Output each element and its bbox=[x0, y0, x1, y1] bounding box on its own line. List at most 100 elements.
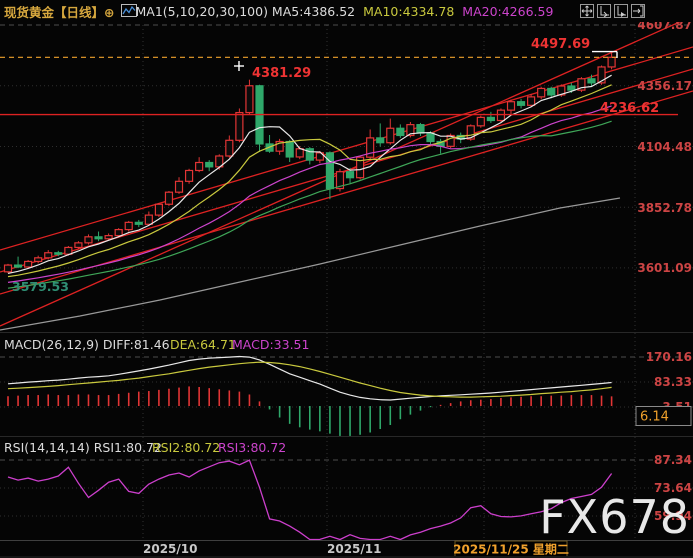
candle-body bbox=[275, 140, 284, 152]
candle-body bbox=[506, 101, 516, 111]
rsi2-label: RSI2:80.72 bbox=[152, 440, 220, 455]
candle-body bbox=[225, 139, 234, 157]
chart-canvas[interactable]: 4607.87 4356.17 4104.48 3852.78 3601.09 … bbox=[0, 22, 693, 558]
x-axis-auto-icon[interactable] bbox=[614, 4, 628, 18]
candle-body bbox=[607, 56, 616, 68]
main-y-label-4: 3601.09 bbox=[637, 261, 692, 275]
x-axis-adjust-icon[interactable] bbox=[597, 4, 611, 18]
candle-body bbox=[516, 101, 526, 106]
ma20-label: MA20:4266.59 bbox=[462, 3, 554, 19]
candle-body bbox=[567, 85, 576, 91]
month-label-oct: 2025/10 bbox=[143, 542, 197, 556]
candle-body bbox=[184, 169, 194, 182]
candle-body bbox=[486, 116, 495, 122]
candle-body bbox=[245, 85, 254, 114]
candle-body bbox=[84, 236, 93, 244]
bottom-strip bbox=[0, 556, 693, 558]
candle-body bbox=[587, 78, 596, 84]
candle-body bbox=[305, 148, 314, 161]
pan-tool-icon[interactable] bbox=[580, 4, 594, 18]
ma20-line bbox=[7, 105, 612, 283]
candle-body bbox=[144, 214, 153, 225]
watermark: FX678 bbox=[539, 490, 690, 544]
macd-panel[interactable] bbox=[7, 355, 613, 436]
macd-current-value-box: 6.14 bbox=[635, 406, 692, 426]
candle-body bbox=[345, 171, 355, 179]
candle-body bbox=[3, 264, 13, 273]
candle-body bbox=[205, 161, 214, 168]
candle-body bbox=[104, 235, 113, 240]
candle-body bbox=[174, 180, 184, 193]
candle-body bbox=[195, 161, 204, 172]
candle-body bbox=[94, 236, 103, 240]
candle-body bbox=[557, 85, 566, 96]
candle-body bbox=[426, 132, 435, 143]
candle-body bbox=[13, 264, 23, 268]
rsi-y-label-1: 73.64 bbox=[654, 481, 692, 495]
candle-body bbox=[496, 109, 506, 122]
reset-scale-icon[interactable] bbox=[631, 4, 645, 18]
macd-title: MACD(26,12,9) DIFF:81.46 bbox=[4, 337, 170, 352]
candle-body bbox=[577, 78, 586, 91]
rsi-title: RSI(14,14,14) RSI1:80.72 bbox=[4, 440, 162, 455]
chart-toolbar bbox=[577, 4, 645, 18]
candle-body bbox=[44, 252, 53, 259]
candle-body bbox=[597, 66, 606, 84]
candle-body bbox=[34, 257, 43, 263]
session-high-label: 4497.69 bbox=[531, 37, 590, 52]
month-label-nov: 2025/11 bbox=[327, 542, 381, 556]
candle-body bbox=[356, 156, 365, 179]
macd-y-label-0: 170.16 bbox=[646, 350, 692, 364]
rsi-line bbox=[7, 459, 613, 541]
candle-body bbox=[285, 140, 294, 158]
chart-type-icon[interactable] bbox=[121, 4, 138, 18]
main-price-panel[interactable] bbox=[0, 51, 693, 289]
macd-current-value: 6.14 bbox=[640, 410, 669, 425]
candle-body bbox=[406, 124, 415, 137]
ma10-label: MA10:4334.78 bbox=[363, 3, 455, 19]
swing-low-label: 3579.53 bbox=[12, 279, 69, 294]
macd-dea-line bbox=[7, 361, 612, 398]
macd-diff-line bbox=[7, 355, 612, 401]
candle-body bbox=[386, 127, 395, 144]
candle-body bbox=[376, 137, 385, 144]
current-date-box: 2025/11/25 星期二 bbox=[453, 540, 569, 558]
candle-body bbox=[74, 242, 83, 249]
trendline bbox=[0, 22, 682, 327]
macd-dea-label: DEA:64.71 bbox=[170, 337, 236, 352]
candle-body bbox=[154, 203, 163, 216]
ma10-line bbox=[7, 84, 612, 278]
rsi3-label: RSI3:80.72 bbox=[218, 440, 286, 455]
crosshair-peak-marker bbox=[234, 61, 244, 71]
candle-body bbox=[366, 137, 375, 158]
macd-y-label-1: 83.33 bbox=[654, 375, 692, 389]
candle-body bbox=[164, 191, 174, 205]
chart-header: 现货黄金【日线】⊕ MA1(5,10,20,30,100) MA5:4386.5… bbox=[0, 0, 693, 22]
candle-body bbox=[134, 221, 143, 225]
candle-body bbox=[527, 96, 536, 106]
symbol-title[interactable]: 现货黄金【日线】⊕ bbox=[4, 4, 115, 20]
trendline bbox=[0, 46, 693, 251]
main-y-label-1: 4356.17 bbox=[637, 79, 692, 93]
candle-body bbox=[114, 228, 123, 237]
hline-price-label: 4236.62 bbox=[600, 101, 659, 116]
gridlines-layer bbox=[0, 24, 693, 540]
ma100-line bbox=[0, 197, 621, 331]
main-y-label-3: 3852.78 bbox=[637, 201, 692, 215]
main-y-label-2: 4104.48 bbox=[637, 140, 692, 154]
candle-body bbox=[466, 125, 475, 140]
candle-body bbox=[124, 221, 133, 231]
rsi-panel[interactable] bbox=[7, 459, 613, 541]
candle-body bbox=[315, 152, 324, 161]
macd-value-label: MACD:33.51 bbox=[232, 337, 309, 352]
swing-high-label: 4381.29 bbox=[252, 66, 311, 81]
last-high-marker bbox=[592, 50, 618, 58]
main-y-label-0: 4607.87 bbox=[637, 22, 692, 32]
trendline bbox=[0, 90, 693, 295]
candle-body bbox=[335, 171, 345, 190]
ma-settings-label: MA1(5,10,20,30,100) MA5:4386.52 bbox=[135, 3, 356, 19]
rsi-y-label-2: 59.94 bbox=[654, 509, 692, 523]
current-date-label: 2025/11/25 星期二 bbox=[453, 542, 569, 557]
candle-body bbox=[235, 111, 244, 141]
